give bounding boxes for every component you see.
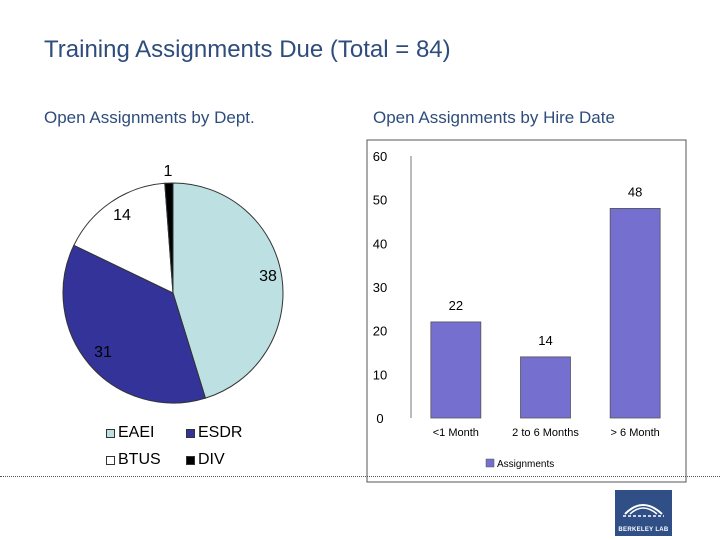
pie-data-label-div: 1 bbox=[164, 163, 173, 180]
bar-chart-title: Open Assignments by Hire Date bbox=[373, 108, 615, 127]
pie-slice-eaei bbox=[172, 182, 284, 399]
bar-data-label: 22 bbox=[449, 298, 463, 313]
bar-2 bbox=[520, 356, 571, 419]
pie-legend-label-eaei: EAEI bbox=[118, 424, 155, 441]
pie-data-label-btus: 14 bbox=[113, 207, 131, 224]
pie-legend-swatch-div bbox=[186, 455, 195, 465]
bar-1 bbox=[430, 321, 482, 419]
slide-title: Training Assignments Due (Total = 84) bbox=[44, 36, 451, 63]
pie-legend-item-div: DIV bbox=[186, 451, 225, 469]
pie-legend-item-esdr: ESDR bbox=[186, 424, 242, 442]
pie-chart-title: Open Assignments by Dept. bbox=[44, 108, 255, 127]
bar-data-label: 14 bbox=[538, 333, 552, 348]
bar-category-label: <1 Month bbox=[433, 427, 479, 439]
bar-legend-swatch bbox=[485, 458, 495, 468]
bar-3 bbox=[609, 207, 661, 419]
bar-y-tick-label: 40 bbox=[373, 236, 387, 251]
pie-legend-swatch-btus bbox=[106, 455, 115, 465]
pie-legend-swatch-eaei bbox=[106, 428, 115, 438]
pie-slice-btus bbox=[73, 182, 174, 294]
bar-chart-frame bbox=[366, 139, 687, 483]
berkeley-lab-logo: BERKELEY LAB bbox=[615, 490, 672, 536]
pie-legend-label-div: DIV bbox=[198, 451, 225, 468]
pie-data-label-eaei: 38 bbox=[259, 268, 277, 285]
bar-legend-label: Assignments bbox=[497, 459, 554, 470]
pie-legend-swatch-esdr bbox=[186, 428, 195, 438]
pie-data-label-esdr: 31 bbox=[94, 344, 112, 361]
bar-data-label: 48 bbox=[628, 184, 642, 199]
bar-y-tick-label: 20 bbox=[373, 324, 387, 339]
pie-legend-item-eaei: EAEI bbox=[106, 424, 154, 442]
bar-y-tick-label: 60 bbox=[373, 149, 387, 164]
bar-category-label: > 6 Month bbox=[611, 427, 660, 439]
pie-legend-label-btus: BTUS bbox=[118, 451, 161, 468]
bar-y-tick-label: 50 bbox=[373, 193, 387, 208]
logo-text: BERKELEY LAB bbox=[618, 527, 669, 533]
logo-emblem-icon bbox=[623, 504, 664, 517]
bar-y-tick-label: 10 bbox=[373, 367, 387, 382]
pie-legend-item-btus: BTUS bbox=[106, 451, 161, 469]
pie-slice-div bbox=[164, 182, 174, 294]
footer-divider bbox=[0, 476, 720, 477]
bar-y-tick-label: 0 bbox=[376, 411, 383, 426]
bar-y-tick-label: 30 bbox=[373, 280, 387, 295]
bar-category-label: 2 to 6 Months bbox=[512, 427, 579, 439]
pie-slice-esdr bbox=[62, 244, 207, 404]
pie-legend-label-esdr: ESDR bbox=[198, 424, 243, 441]
